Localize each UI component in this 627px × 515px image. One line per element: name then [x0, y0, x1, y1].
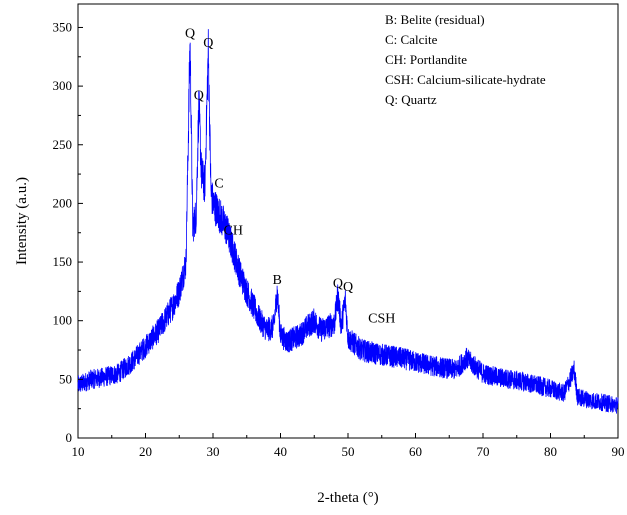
y-tick-label-7: 350 [53, 19, 73, 34]
y-tick-label-3: 150 [53, 254, 73, 269]
y-axis-title: Intensity (a.u.) [14, 177, 30, 265]
x-tick-label-5: 60 [409, 444, 422, 459]
x-tick-label-1: 20 [139, 444, 152, 459]
peak-label-3: C [214, 177, 223, 192]
y-tick-label-1: 50 [59, 371, 72, 386]
legend-entry-4: Q: Quartz [385, 92, 437, 107]
y-tick-label-2: 100 [53, 313, 73, 328]
legend: B: Belite (residual) C: Calcite CH: Portla… [385, 12, 546, 107]
plot-area [77, 3, 619, 439]
legend-entry-0: B: Belite (residual) [385, 12, 485, 27]
peak-label-4: CH [224, 224, 243, 239]
x-axis-title: 2-theta (°) [317, 490, 378, 506]
peak-label-1: Q [203, 36, 213, 51]
x-axis: 10 20 30 40 50 60 70 80 90 [72, 433, 625, 459]
x-tick-label-7: 80 [544, 444, 557, 459]
peak-label-8: CSH [368, 312, 395, 327]
x-tick-label-3: 40 [274, 444, 287, 459]
peak-label-6: Q [333, 276, 343, 291]
y-axis: 0 50 100 150 200 250 300 350 [53, 19, 83, 445]
x-tick-label-6: 70 [477, 444, 490, 459]
peak-label-7: Q [343, 280, 353, 295]
y-tick-label-5: 250 [53, 137, 73, 152]
legend-entry-2: CH: Portlandite [385, 52, 467, 67]
x-tick-label-4: 50 [342, 444, 355, 459]
x-tick-label-2: 30 [207, 444, 220, 459]
legend-entry-1: C: Calcite [385, 32, 438, 47]
legend-entry-3: CSH: Calcium-silicate-hydrate [385, 72, 546, 87]
peak-label-0: Q [185, 27, 195, 42]
peak-label-5: B [272, 273, 281, 288]
y-tick-label-0: 0 [66, 430, 73, 445]
xrd-pattern-line [77, 29, 619, 414]
x-tick-label-0: 10 [72, 444, 85, 459]
x-tick-label-8: 90 [612, 444, 625, 459]
data-layer [77, 29, 619, 414]
y-tick-label-6: 300 [53, 78, 73, 93]
y-tick-label-4: 200 [53, 195, 73, 210]
peak-label-2: Q [194, 89, 204, 104]
